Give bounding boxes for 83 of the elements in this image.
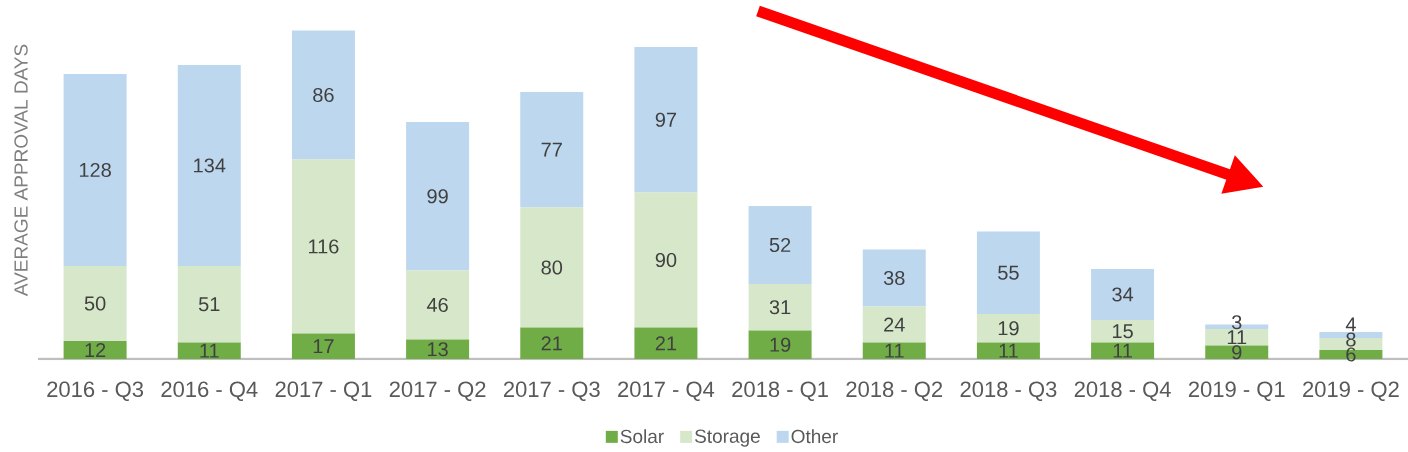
x-tick-label: 2018 - Q2	[846, 381, 943, 402]
data-label: 11	[999, 343, 1018, 358]
data-label: 11	[1227, 330, 1247, 345]
data-label: 24	[884, 317, 905, 332]
data-label: 38	[883, 270, 905, 286]
x-tick-label: 2017 - Q4	[618, 381, 715, 402]
x-tick-label: 2016 - Q3	[47, 381, 144, 402]
bar	[1205, 345, 1269, 359]
bar	[862, 249, 926, 307]
x-tick-label: 2018 - Q3	[960, 381, 1057, 402]
bar	[634, 192, 698, 328]
data-label: 99	[427, 189, 448, 204]
data-label: 11	[200, 343, 219, 358]
data-label: 11	[885, 343, 904, 358]
data-label: 134	[194, 158, 226, 173]
bar	[291, 159, 355, 334]
x-tick-label: 2016 - Q4	[161, 381, 258, 402]
data-label: 4	[1345, 317, 1356, 332]
data-label: 19	[998, 321, 1019, 336]
data-label: 6	[1346, 347, 1356, 362]
bar	[634, 327, 698, 359]
bar	[63, 73, 127, 266]
data-label: 8	[1346, 332, 1356, 347]
x-tick-label: 2017 - Q1	[275, 381, 372, 402]
bar	[748, 205, 812, 284]
bar	[976, 231, 1040, 314]
bar	[748, 283, 812, 331]
y-axis-title: AVERAGE APPROVAL DAYS	[14, 44, 28, 297]
data-label: 9	[1232, 345, 1242, 360]
data-label: 55	[998, 265, 1019, 280]
bar	[406, 270, 470, 340]
bar	[634, 46, 698, 193]
bar	[976, 342, 1040, 359]
data-label: 15	[1112, 324, 1133, 339]
data-label: 3	[1231, 315, 1242, 330]
bar	[177, 265, 241, 343]
data-label: 13	[427, 342, 448, 357]
data-label: 90	[655, 252, 677, 268]
data-label: 128	[79, 162, 111, 178]
x-tick-label: 2019 - Q2	[1303, 381, 1399, 402]
bar	[291, 30, 355, 160]
data-label: 12	[85, 343, 106, 357]
data-label: 21	[541, 336, 562, 351]
x-tick-label: 2017 - Q3	[503, 381, 600, 402]
bar	[291, 333, 355, 359]
data-label: 46	[426, 297, 448, 313]
bar	[748, 330, 812, 359]
data-label: 31	[769, 300, 791, 315]
bar	[1091, 319, 1155, 343]
data-label: 19	[770, 337, 791, 352]
data-label: 34	[1112, 287, 1134, 302]
bar	[63, 265, 127, 341]
data-label: 51	[198, 297, 220, 312]
bar	[63, 340, 127, 359]
data-label: 17	[313, 339, 334, 354]
x-tick-label: 2018 - Q1	[732, 381, 828, 402]
x-tick-label: 2018 - Q4	[1074, 381, 1171, 402]
x-tick-label: 2017 - Q2	[389, 381, 486, 402]
legend-label: Solar	[620, 429, 664, 444]
bar	[406, 339, 470, 359]
bar	[520, 207, 584, 328]
x-tick-label: 2019 - Q1	[1188, 381, 1285, 402]
bar	[177, 342, 241, 359]
data-label: 50	[84, 296, 106, 311]
bar	[862, 342, 926, 359]
data-label: 97	[655, 112, 677, 127]
bar	[1091, 268, 1155, 320]
bar	[520, 91, 584, 208]
data-label: 86	[313, 87, 334, 103]
bar	[406, 121, 470, 271]
bar	[520, 327, 584, 359]
bar	[862, 306, 926, 343]
data-label: 11	[1113, 343, 1132, 358]
data-label: 77	[541, 142, 562, 157]
bar	[1091, 342, 1155, 359]
data-label: 80	[541, 260, 563, 275]
data-label: 21	[655, 336, 677, 351]
bar	[177, 64, 241, 266]
data-label: 52	[769, 237, 791, 253]
data-label: 116	[309, 239, 339, 254]
legend-label: Storage	[695, 429, 760, 447]
bar	[976, 313, 1040, 343]
legend-label: Other	[791, 429, 838, 444]
